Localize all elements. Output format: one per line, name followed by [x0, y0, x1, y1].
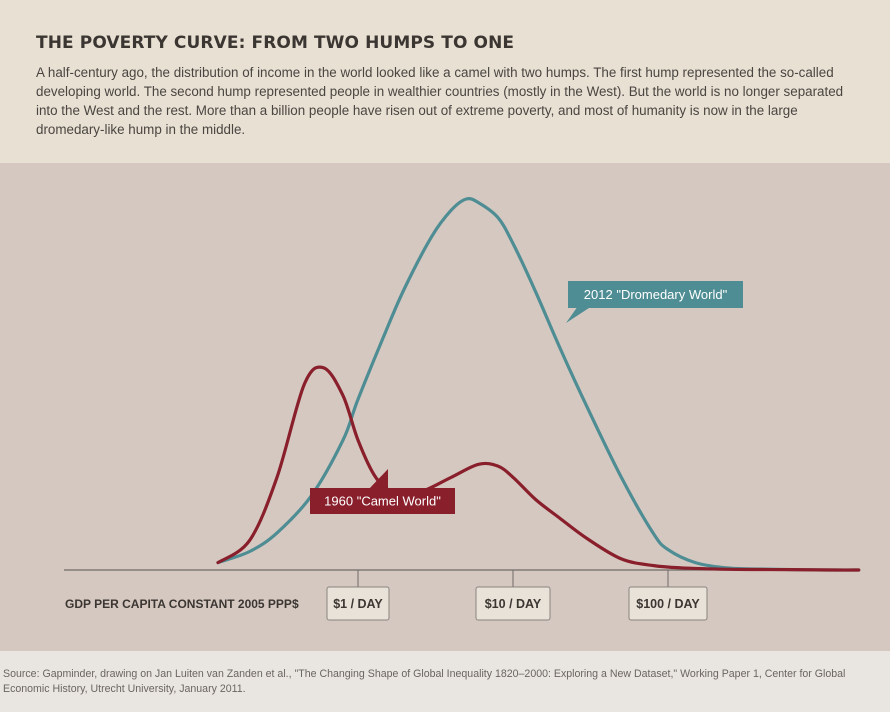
callout-1960: 1960 "Camel World" [310, 469, 455, 514]
x-tick-label: $10 / DAY [485, 597, 542, 611]
chart-title: THE POVERTY CURVE: FROM TWO HUMPS TO ONE [36, 33, 515, 53]
series-line-1960 [216, 365, 861, 572]
intro-paragraph: A half-century ago, the distribution of … [36, 65, 844, 137]
callout-2012-box [568, 281, 743, 308]
x-tick-label-box [326, 586, 390, 621]
callout-1960-text: 1960 "Camel World" [324, 494, 441, 509]
x-tick-label-box [628, 586, 708, 621]
callout-2012: 2012 "Dromedary World" [566, 281, 743, 323]
x-axis-label: GDP PER CAPITA CONSTANT 2005 PPP$ [65, 597, 299, 611]
header: THE POVERTY CURVE: FROM TWO HUMPS TO ONE… [0, 0, 890, 163]
x-tick-label: $1 / DAY [333, 597, 383, 611]
series-line-2012 [216, 197, 861, 572]
callout-2012-text: 2012 "Dromedary World" [584, 287, 728, 302]
callout-2012-pointer [566, 306, 592, 323]
callout-1960-box [310, 488, 455, 514]
footer: Source: Gapminder, drawing on Jan Luiten… [0, 651, 890, 712]
x-tick-label: $100 / DAY [636, 597, 700, 611]
callout-1960-pointer [368, 469, 388, 490]
x-tick-label-box [475, 586, 551, 621]
source-note: Source: Gapminder, drawing on Jan Luiten… [3, 668, 846, 695]
